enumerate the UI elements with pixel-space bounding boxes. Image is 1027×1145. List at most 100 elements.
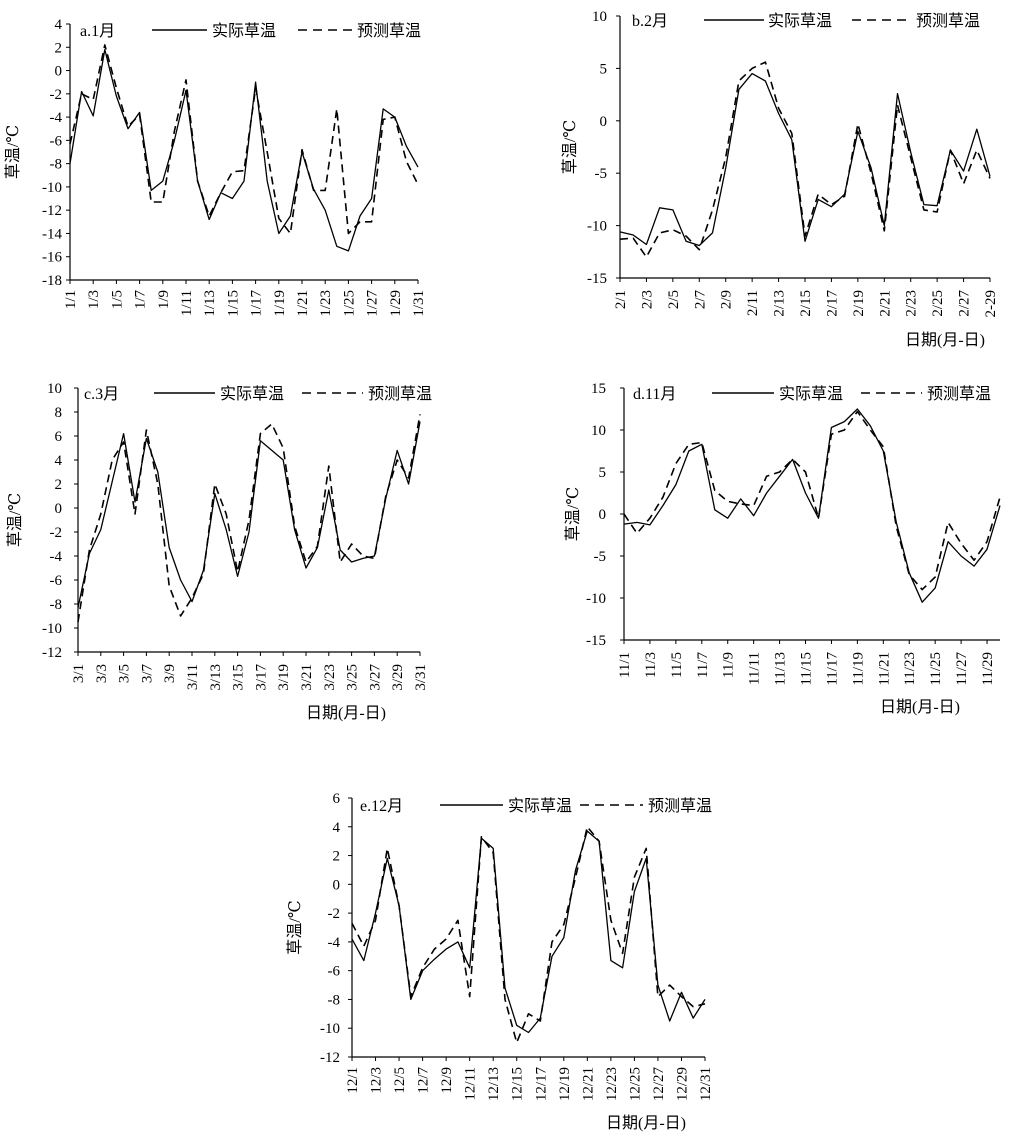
y-tick-label: 5 bbox=[599, 465, 607, 481]
x-tick-label: 12/23 bbox=[604, 1067, 620, 1101]
series-line-predicted bbox=[69, 44, 419, 235]
x-tick-label: 12/11 bbox=[463, 1067, 479, 1101]
y-tick-label: -15 bbox=[587, 271, 607, 287]
x-tick-label: 2/9 bbox=[719, 290, 735, 309]
y-tick-label: 6 bbox=[333, 791, 341, 807]
x-tick-label: 1/17 bbox=[249, 290, 265, 317]
x-tick-label: 12/29 bbox=[674, 1067, 690, 1101]
x-tick-label: 11/15 bbox=[799, 652, 815, 686]
x-tick-label: 11/3 bbox=[643, 652, 659, 678]
x-tick-label: 11/19 bbox=[850, 652, 866, 686]
x-tick-label: 2/17 bbox=[824, 290, 840, 317]
x-tick-label: 3/21 bbox=[299, 664, 315, 691]
y-tick-label: 10 bbox=[47, 381, 62, 397]
chart-1: -15 -10 -5 0 5 10 2/1 2/3 2/5 2/7 2/9 2/11 2/13 2/15 2… bbox=[561, 9, 999, 349]
x-tick-label: 11/21 bbox=[876, 652, 892, 686]
y-tick-label: -4 bbox=[50, 110, 63, 126]
legend-label-predicted: 预测草温 bbox=[648, 797, 712, 815]
series-line-predicted bbox=[77, 414, 421, 623]
x-tick-label: 11/11 bbox=[747, 652, 763, 685]
chart-title: c.3月 bbox=[84, 386, 119, 403]
y-tick-label: 0 bbox=[599, 507, 607, 523]
y-tick-label: -10 bbox=[586, 591, 606, 607]
x-tick-label: 12/3 bbox=[369, 1067, 385, 1094]
legend-label-actual: 实际草温 bbox=[212, 22, 276, 40]
series-line-actual bbox=[623, 408, 1001, 603]
x-tick-label: 11/17 bbox=[824, 652, 840, 686]
chart-3: -15 -10 -5 0 5 10 15 11/1 11/3 11/5 11/7 11/9 11/11 1… bbox=[564, 381, 1001, 716]
x-tick-label: 3/17 bbox=[253, 664, 269, 691]
y-tick-label: -6 bbox=[328, 964, 341, 980]
x-tick-label: 1/7 bbox=[133, 290, 149, 310]
y-tick-label: 2 bbox=[55, 40, 63, 56]
y-tick-label: -6 bbox=[50, 133, 63, 149]
x-tick-label: 12/9 bbox=[439, 1067, 455, 1094]
x-tick-label: 1/23 bbox=[318, 290, 334, 317]
legend-label-actual: 实际草温 bbox=[508, 797, 572, 815]
x-tick-label: 3/1 bbox=[71, 664, 87, 683]
y-axis-label: 草温/℃ bbox=[561, 120, 579, 174]
x-tick-label: 11/9 bbox=[721, 652, 737, 678]
chart-title: b.2月 bbox=[632, 13, 668, 30]
x-tick-label: 1/11 bbox=[179, 290, 195, 316]
chart-0: -18 -16 -14 -12 -10 -8 -6 -4 -2 0 2 4 1/1 1/3 1/5 1/7 1/… bbox=[4, 17, 427, 317]
y-tick-label: -10 bbox=[587, 219, 607, 235]
x-tick-label: 1/19 bbox=[272, 290, 288, 317]
legend-label-actual: 实际草温 bbox=[220, 385, 284, 403]
y-tick-label: 10 bbox=[592, 9, 607, 25]
x-tick-label: 2/5 bbox=[666, 290, 682, 309]
x-tick-label: 12/31 bbox=[698, 1067, 714, 1101]
x-tick-label: 2/15 bbox=[798, 290, 814, 317]
x-tick-label: 1/15 bbox=[225, 290, 241, 317]
y-tick-label: 0 bbox=[55, 64, 63, 80]
x-tick-label: 12/19 bbox=[557, 1067, 573, 1101]
y-tick-label: -6 bbox=[50, 573, 63, 589]
y-tick-label: -4 bbox=[50, 549, 63, 565]
x-tick-label: 3/27 bbox=[367, 664, 383, 691]
x-tick-label: 3/19 bbox=[276, 664, 292, 691]
series-line-predicted bbox=[351, 825, 706, 1044]
y-tick-label: -2 bbox=[50, 87, 63, 103]
x-axis-label: 日期(月-日) bbox=[606, 1114, 686, 1132]
y-axis-label: 草温/℃ bbox=[564, 487, 582, 541]
x-tick-label: 2/19 bbox=[851, 290, 867, 317]
x-tick-label: 11/7 bbox=[695, 652, 711, 679]
x-tick-label: 11/23 bbox=[902, 652, 918, 686]
chart-title: e.12月 bbox=[360, 798, 403, 815]
x-tick-label: 3/13 bbox=[208, 664, 224, 691]
x-tick-label: 1/9 bbox=[156, 290, 172, 309]
y-tick-label: -18 bbox=[42, 273, 62, 289]
x-tick-label: 1/3 bbox=[86, 290, 102, 309]
x-tick-label: 3/3 bbox=[94, 664, 110, 683]
x-tick-label: 1/21 bbox=[295, 290, 311, 317]
y-tick-label: -2 bbox=[50, 525, 63, 541]
x-tick-label: 3/29 bbox=[390, 664, 406, 691]
y-tick-label: 0 bbox=[55, 501, 63, 517]
x-tick-label: 12/21 bbox=[580, 1067, 596, 1101]
x-tick-label: 1/5 bbox=[109, 290, 125, 309]
x-tick-label: 1/25 bbox=[341, 290, 357, 317]
x-tick-label: 2/3 bbox=[639, 290, 655, 309]
x-tick-label: 11/13 bbox=[773, 652, 789, 686]
y-tick-label: -12 bbox=[320, 1050, 340, 1066]
y-tick-label: -12 bbox=[42, 203, 62, 219]
y-tick-label: 8 bbox=[55, 405, 63, 421]
x-tick-label: 2/11 bbox=[745, 290, 761, 316]
x-axis-label: 日期(月-日) bbox=[880, 698, 960, 716]
chart-2: -12 -10 -8 -6 -4 -2 0 2 4 6 8 10 3/1 3/3 3/5 3/7 3/9 3/11… bbox=[6, 381, 432, 722]
y-tick-label: -15 bbox=[586, 633, 606, 649]
x-tick-label: 12/7 bbox=[416, 1067, 432, 1094]
x-tick-label: 12/1 bbox=[345, 1067, 361, 1094]
x-tick-label: 11/1 bbox=[617, 652, 633, 678]
y-tick-label: -4 bbox=[328, 935, 341, 951]
series-line-actual bbox=[77, 421, 421, 608]
x-tick-label: 1/31 bbox=[411, 290, 427, 317]
x-tick-label: 1/1 bbox=[63, 290, 79, 309]
y-tick-label: 5 bbox=[600, 61, 608, 77]
series-line-actual bbox=[69, 48, 419, 252]
x-tick-label: 3/23 bbox=[322, 664, 338, 691]
x-tick-label: 2/25 bbox=[930, 290, 946, 317]
x-tick-label: 2/13 bbox=[772, 290, 788, 317]
x-tick-label: 1/29 bbox=[388, 290, 404, 317]
x-tick-label: 2-29 bbox=[983, 290, 999, 318]
